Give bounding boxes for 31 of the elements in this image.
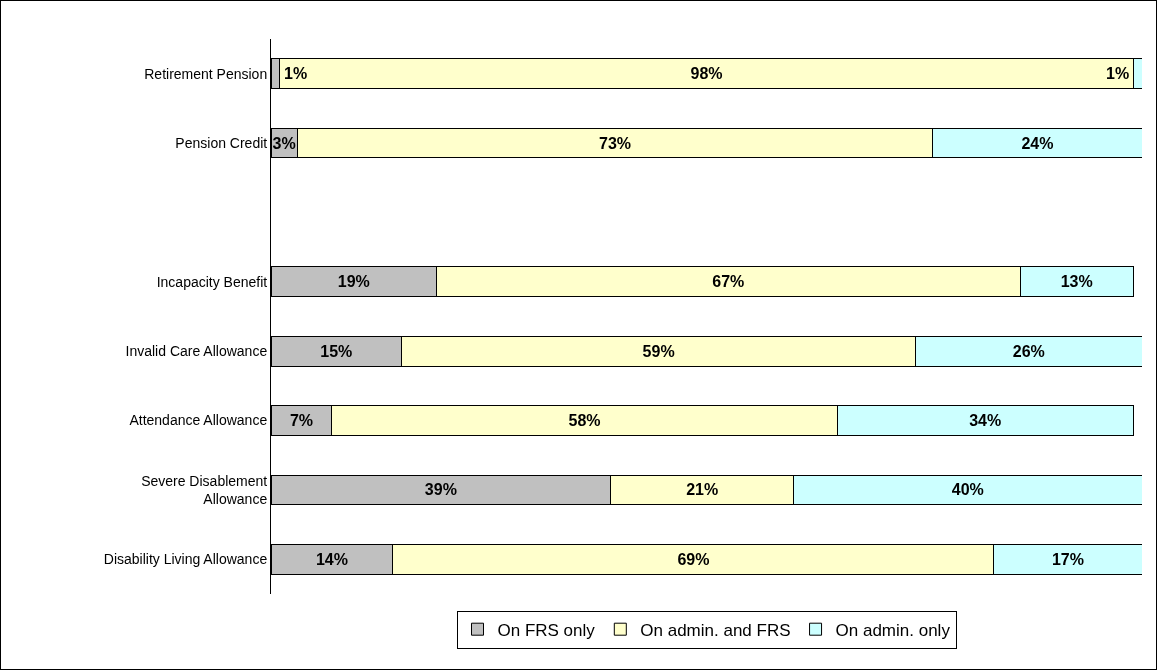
y-tick-label: Retirement Pension: [144, 65, 268, 82]
data-label: 58%: [568, 412, 601, 430]
data-label: 69%: [677, 550, 710, 568]
y-tick-label: Severe Disablement Allowance: [141, 472, 268, 507]
legend-label: On admin. only: [835, 620, 951, 640]
data-label: 19%: [337, 273, 370, 291]
data-label: 15%: [320, 342, 353, 360]
legend-label: On FRS only: [497, 620, 596, 640]
data-label: 59%: [642, 342, 675, 360]
data-label: 1%: [1106, 65, 1130, 82]
data-label: 34%: [969, 412, 1002, 430]
data-label: 7%: [289, 412, 314, 430]
y-tick-label: Invalid Care Allowance: [125, 343, 268, 360]
data-label: 21%: [686, 481, 719, 499]
y-tick-label: Attendance Allowance: [129, 412, 268, 429]
data-label: 40%: [951, 481, 984, 499]
legend-label: On admin. and FRS: [640, 620, 791, 640]
data-label: 26%: [1012, 342, 1045, 360]
y-tick-label: Pension Credit: [175, 134, 268, 151]
y-tick-label: Incapacity Benefit: [156, 273, 268, 290]
data-label: 73%: [599, 134, 632, 152]
data-label: 13%: [1060, 273, 1093, 291]
data-label: 39%: [424, 481, 457, 499]
data-label: 17%: [1051, 550, 1084, 568]
data-label: 14%: [315, 550, 348, 568]
data-label: 67%: [712, 273, 745, 291]
data-label: 98%: [690, 65, 723, 83]
y-tick-label: Disability Living Allowance: [103, 551, 268, 568]
data-label: 1%: [284, 65, 308, 82]
data-label: 3%: [272, 134, 296, 152]
data-label: 24%: [1021, 134, 1054, 152]
